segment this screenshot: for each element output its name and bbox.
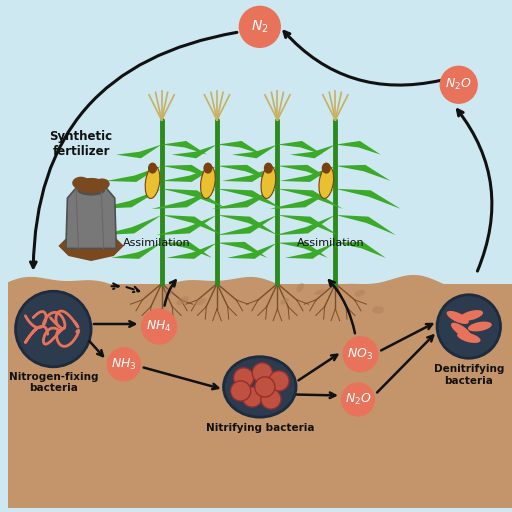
Ellipse shape	[319, 166, 334, 199]
Ellipse shape	[176, 296, 189, 305]
Polygon shape	[217, 165, 272, 181]
Text: $NH_4$: $NH_4$	[146, 319, 172, 334]
Ellipse shape	[224, 357, 296, 417]
Ellipse shape	[261, 166, 275, 199]
Polygon shape	[217, 141, 262, 155]
Polygon shape	[335, 242, 386, 258]
Ellipse shape	[355, 290, 366, 296]
Ellipse shape	[195, 298, 206, 305]
Ellipse shape	[203, 163, 212, 174]
Ellipse shape	[201, 166, 215, 199]
Ellipse shape	[72, 177, 90, 189]
Polygon shape	[217, 242, 267, 258]
Circle shape	[252, 363, 272, 383]
Polygon shape	[162, 141, 207, 155]
Polygon shape	[278, 242, 328, 258]
Circle shape	[440, 66, 478, 104]
Polygon shape	[162, 242, 212, 258]
Text: $N_2$: $N_2$	[251, 18, 269, 35]
Text: $NO_3$: $NO_3$	[348, 347, 374, 362]
Ellipse shape	[164, 288, 173, 298]
Polygon shape	[217, 215, 278, 235]
Ellipse shape	[75, 178, 108, 193]
Polygon shape	[278, 165, 333, 181]
Circle shape	[242, 387, 262, 407]
Ellipse shape	[446, 311, 469, 324]
Bar	[8, 284, 511, 508]
Circle shape	[239, 6, 281, 48]
Polygon shape	[116, 144, 162, 158]
Polygon shape	[106, 166, 162, 182]
Polygon shape	[157, 215, 217, 235]
Text: Denitrifying
bacteria: Denitrifying bacteria	[434, 364, 504, 386]
Bar	[8, 4, 511, 284]
Polygon shape	[222, 166, 278, 182]
Ellipse shape	[95, 179, 110, 189]
Circle shape	[269, 371, 289, 391]
Polygon shape	[335, 141, 380, 155]
Circle shape	[141, 308, 177, 345]
Text: $N_2O$: $N_2O$	[345, 392, 371, 407]
Circle shape	[233, 368, 254, 388]
Polygon shape	[217, 189, 283, 209]
Text: Assimilation: Assimilation	[296, 239, 364, 248]
Polygon shape	[275, 215, 335, 235]
Polygon shape	[152, 189, 217, 209]
Polygon shape	[278, 189, 343, 209]
Ellipse shape	[145, 166, 160, 199]
Ellipse shape	[148, 163, 157, 174]
Polygon shape	[278, 141, 323, 155]
Polygon shape	[166, 243, 217, 259]
Ellipse shape	[468, 322, 492, 331]
Circle shape	[261, 389, 281, 409]
Polygon shape	[285, 243, 335, 259]
Circle shape	[343, 336, 379, 372]
Polygon shape	[162, 189, 227, 209]
Circle shape	[106, 347, 141, 381]
Polygon shape	[290, 144, 335, 158]
Polygon shape	[335, 215, 396, 235]
Text: Nitrogen-fixing
bacteria: Nitrogen-fixing bacteria	[9, 372, 98, 393]
Polygon shape	[162, 215, 222, 235]
Polygon shape	[227, 243, 278, 259]
Text: Synthetic
fertilizer: Synthetic fertilizer	[50, 130, 113, 158]
Polygon shape	[101, 215, 162, 235]
Polygon shape	[212, 189, 278, 209]
Ellipse shape	[460, 310, 483, 321]
Ellipse shape	[372, 306, 384, 314]
Ellipse shape	[457, 332, 481, 343]
Circle shape	[230, 381, 251, 401]
Circle shape	[15, 291, 91, 367]
Text: Nitrifying bacteria: Nitrifying bacteria	[205, 423, 314, 433]
Polygon shape	[172, 144, 217, 158]
Ellipse shape	[451, 323, 472, 338]
Polygon shape	[96, 189, 162, 209]
Circle shape	[341, 382, 375, 417]
Text: $N_2O$: $N_2O$	[445, 77, 472, 92]
Polygon shape	[232, 144, 278, 158]
Polygon shape	[335, 165, 391, 181]
Ellipse shape	[264, 163, 273, 174]
Circle shape	[255, 377, 275, 397]
Ellipse shape	[296, 283, 304, 292]
Text: Assimilation: Assimilation	[123, 239, 190, 248]
Polygon shape	[58, 226, 124, 261]
Polygon shape	[162, 165, 217, 181]
Polygon shape	[280, 166, 335, 182]
Polygon shape	[217, 215, 278, 235]
Polygon shape	[162, 166, 217, 182]
Ellipse shape	[322, 163, 331, 174]
Text: $NH_3$: $NH_3$	[111, 357, 137, 372]
Ellipse shape	[314, 289, 326, 295]
Polygon shape	[111, 243, 162, 259]
Polygon shape	[270, 189, 335, 209]
Ellipse shape	[280, 298, 289, 305]
Polygon shape	[66, 188, 116, 248]
Polygon shape	[335, 189, 401, 209]
Circle shape	[437, 295, 501, 358]
Polygon shape	[278, 215, 338, 235]
Ellipse shape	[77, 185, 105, 196]
